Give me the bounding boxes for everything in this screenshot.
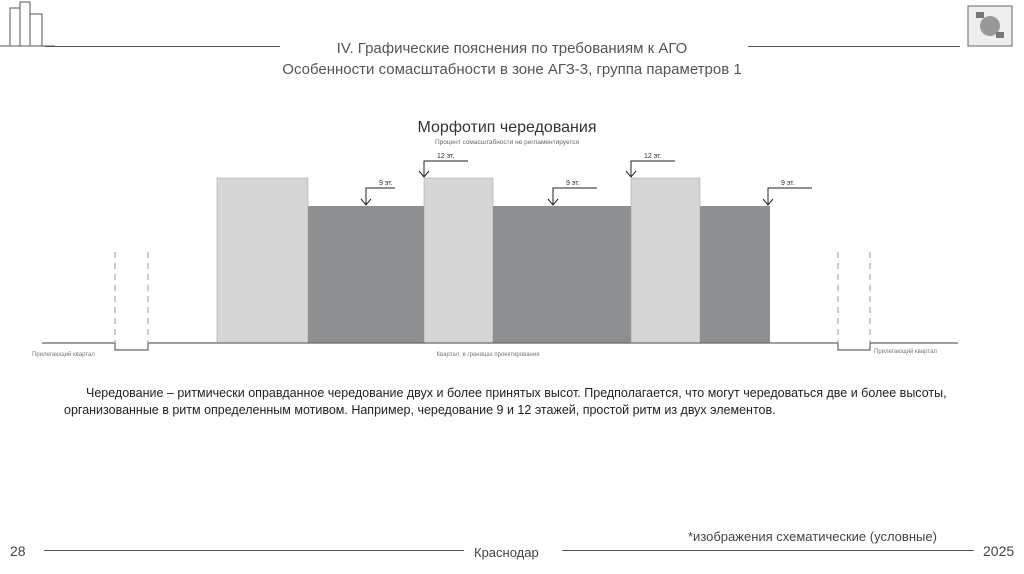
ground-line bbox=[42, 342, 958, 351]
diagram-title: Морфотип чередования bbox=[418, 119, 597, 136]
footer-rule-right bbox=[562, 550, 974, 551]
diagram-subtitle: Процент сомасштабности не регламентирует… bbox=[435, 138, 580, 146]
building-12-floors bbox=[630, 177, 701, 344]
building-12-floors bbox=[423, 177, 494, 344]
alternation-diagram: Морфотип чередования Процент сомасштабно… bbox=[32, 119, 958, 358]
building-9-floors bbox=[308, 206, 424, 343]
left-adjacent-label: Прилегающий квартал bbox=[32, 351, 95, 358]
schematic-note: *изображения схематические (условные) bbox=[688, 529, 937, 544]
height-markers bbox=[360, 160, 812, 206]
header-rule-right bbox=[748, 46, 960, 47]
description-text: Чередование – ритмически оправданное чер… bbox=[64, 386, 947, 417]
header-title-line2: Особенности сомасштабности в зоне АГЗ-3,… bbox=[282, 61, 742, 78]
label-12-floors: 12 эт. bbox=[644, 153, 662, 160]
label-9-floors: 9 эт. bbox=[379, 180, 393, 187]
footer-rule-left bbox=[44, 550, 464, 551]
footer-year: 2025 bbox=[983, 543, 1015, 559]
coat-of-arms-emblem bbox=[967, 5, 1013, 47]
header-title-line1: IV. Графические пояснения по требованиям… bbox=[336, 40, 688, 57]
building-9-floors bbox=[493, 206, 631, 343]
project-quarter-label: Квартал, в границах проектирования bbox=[437, 352, 540, 358]
label-9-floors: 9 эт. bbox=[566, 180, 580, 187]
header-rule-left bbox=[45, 46, 280, 47]
boundary-dashes bbox=[114, 252, 871, 343]
label-12-floors: 12 эт. bbox=[437, 153, 455, 160]
city-skyline-logo bbox=[0, 1, 55, 47]
label-9-floors: 9 эт. bbox=[781, 180, 795, 187]
building-9-floors bbox=[700, 206, 770, 343]
building-12-floors bbox=[216, 177, 309, 344]
right-adjacent-label: Прилегающий квартал bbox=[874, 348, 937, 355]
footer-city: Краснодар bbox=[474, 545, 539, 560]
page-number: 28 bbox=[10, 543, 26, 559]
